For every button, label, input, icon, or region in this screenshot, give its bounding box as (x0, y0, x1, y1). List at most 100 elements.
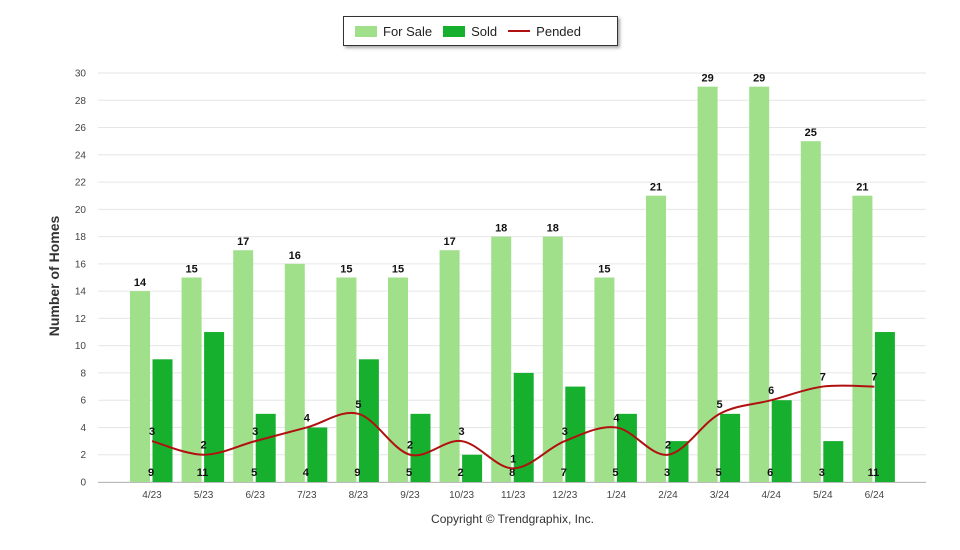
data-label-sold: 5 (251, 467, 257, 479)
legend-label-for-sale: For Sale (383, 23, 433, 39)
legend-item-sold[interactable]: Sold (443, 24, 497, 39)
bar-sold (255, 413, 276, 482)
bar-for-sale (491, 236, 512, 482)
data-label-for-sale: 29 (701, 73, 713, 85)
legend-item-for-sale[interactable]: For Sale (355, 24, 432, 39)
x-tick-label: 7/23 (297, 490, 317, 501)
y-tick-label: 20 (75, 205, 87, 216)
data-label-sold: 4 (303, 467, 310, 479)
data-label-for-sale: 21 (650, 182, 662, 194)
data-label-pended: 4 (304, 412, 311, 424)
y-tick-label: 30 (75, 69, 87, 80)
legend-item-pended[interactable]: Pended (508, 24, 581, 39)
bar-for-sale (800, 141, 821, 482)
bar-sold (513, 372, 534, 482)
legend-label-sold: Sold (471, 23, 498, 39)
x-tick-label: 2/24 (658, 490, 678, 501)
bar-for-sale (542, 236, 563, 482)
data-label-pended: 4 (613, 412, 620, 424)
bar-for-sale (646, 195, 666, 482)
legend-swatch-sold (443, 25, 466, 37)
x-tick-label: 11/23 (501, 490, 526, 501)
data-label-sold: 5 (716, 467, 722, 479)
data-label-sold: 9 (354, 467, 360, 479)
data-label-pended: 3 (562, 426, 568, 438)
data-label-pended: 1 (510, 453, 516, 465)
y-tick-label: 18 (75, 232, 87, 243)
x-tick-label: 3/24 (710, 490, 730, 501)
data-label-for-sale: 21 (856, 182, 868, 194)
y-tick-label: 26 (75, 123, 87, 134)
y-tick-label: 4 (80, 423, 86, 434)
y-tick-label: 6 (80, 396, 86, 407)
data-label-sold: 9 (148, 467, 154, 479)
bar-for-sale (181, 277, 202, 482)
x-tick-label: 12/23 (552, 490, 577, 501)
data-label-pended: 3 (149, 426, 155, 438)
data-label-for-sale: 29 (753, 73, 765, 85)
data-label-sold: 5 (406, 467, 412, 479)
data-label-sold: 3 (819, 467, 825, 479)
data-label-pended: 2 (665, 440, 671, 452)
y-tick-label: 8 (80, 368, 86, 379)
data-label-for-sale: 18 (547, 223, 559, 235)
data-label-pended: 5 (717, 399, 723, 411)
x-tick-label: 6/23 (245, 490, 265, 501)
data-label-for-sale: 14 (134, 277, 147, 289)
data-label-for-sale: 15 (392, 264, 404, 276)
data-label-for-sale: 17 (443, 236, 455, 248)
bar-sold (823, 441, 844, 482)
bar-for-sale (439, 250, 460, 482)
bar-sold (874, 332, 895, 482)
bar-sold (462, 454, 483, 482)
bar-for-sale (388, 277, 408, 482)
bar-for-sale (852, 195, 873, 482)
bar-for-sale (749, 86, 770, 482)
data-label-for-sale: 25 (805, 127, 817, 139)
data-label-sold: 7 (561, 467, 567, 479)
bar-for-sale (594, 277, 615, 482)
bar-sold (720, 413, 741, 482)
x-tick-label: 9/23 (400, 490, 420, 501)
x-tick-label: 4/24 (761, 490, 781, 501)
data-label-pended: 3 (252, 426, 258, 438)
bar-sold (204, 332, 225, 482)
chart-legend: For Sale Sold Pended (343, 16, 618, 46)
bar-for-sale (284, 263, 305, 482)
data-label-for-sale: 18 (495, 223, 507, 235)
data-label-for-sale: 15 (340, 264, 352, 276)
data-label-sold: 5 (612, 467, 618, 479)
y-axis-label: Number of Homes (46, 215, 62, 337)
data-label-pended: 6 (768, 385, 774, 397)
bar-sold (152, 359, 173, 482)
bar-for-sale (130, 291, 150, 482)
legend-swatch-for-sale (355, 25, 377, 37)
data-label-pended: 5 (355, 399, 361, 411)
data-label-sold: 2 (458, 467, 464, 479)
x-tick-label: 6/24 (865, 490, 885, 501)
y-tick-label: 24 (75, 150, 87, 161)
x-tick-label: 5/23 (194, 490, 214, 501)
bar-sold (616, 413, 637, 482)
y-tick-label: 2 (80, 450, 86, 461)
data-label-for-sale: 17 (237, 236, 249, 248)
x-tick-label: 10/23 (449, 490, 474, 501)
data-label-pended: 2 (407, 440, 413, 452)
y-tick-label: 22 (75, 178, 87, 189)
bar-sold (668, 441, 689, 482)
y-tick-label: 12 (75, 314, 87, 325)
x-tick-label: 1/24 (607, 490, 627, 501)
data-label-pended: 2 (201, 440, 207, 452)
legend-label-pended: Pended (536, 23, 581, 39)
x-tick-label: 5/24 (813, 490, 833, 501)
bar-sold (410, 413, 431, 482)
data-label-for-sale: 16 (289, 250, 301, 262)
x-tick-label: 4/23 (142, 490, 162, 501)
y-tick-label: 0 (80, 478, 86, 489)
data-label-sold: 11 (197, 467, 209, 479)
legend-swatch-pended (508, 30, 531, 32)
y-tick-label: 16 (75, 259, 87, 270)
line-pended (151, 384, 875, 470)
data-label-sold: 6 (767, 467, 773, 479)
